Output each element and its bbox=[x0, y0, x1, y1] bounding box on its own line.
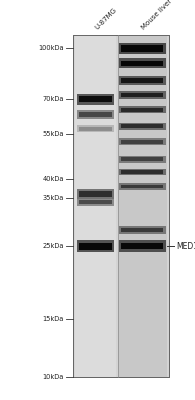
Text: 100kDa: 100kDa bbox=[38, 46, 64, 52]
Bar bbox=[79, 127, 113, 130]
Text: 25kDa: 25kDa bbox=[42, 243, 64, 249]
Text: U-87MG: U-87MG bbox=[94, 7, 118, 31]
Bar bbox=[121, 185, 163, 188]
Bar bbox=[119, 138, 166, 145]
Text: 35kDa: 35kDa bbox=[43, 195, 64, 201]
Bar bbox=[118, 35, 167, 377]
Bar bbox=[121, 170, 163, 174]
Bar bbox=[119, 122, 166, 130]
Text: MED19: MED19 bbox=[176, 242, 195, 250]
Bar bbox=[77, 189, 114, 199]
Bar bbox=[121, 45, 163, 52]
Bar bbox=[119, 156, 166, 163]
Text: Mouse liver: Mouse liver bbox=[141, 0, 173, 31]
Bar bbox=[119, 76, 166, 84]
Bar bbox=[121, 243, 163, 249]
Bar bbox=[119, 240, 166, 252]
Bar bbox=[119, 91, 166, 99]
Bar bbox=[77, 199, 114, 206]
Bar bbox=[73, 35, 169, 377]
Bar bbox=[121, 157, 163, 161]
Bar bbox=[119, 226, 166, 234]
Bar bbox=[121, 140, 163, 144]
Bar bbox=[79, 96, 113, 102]
Bar bbox=[77, 240, 114, 252]
Bar bbox=[119, 106, 166, 114]
Bar bbox=[121, 78, 163, 83]
Bar bbox=[119, 169, 166, 175]
Bar bbox=[79, 191, 113, 197]
Text: 15kDa: 15kDa bbox=[43, 316, 64, 322]
Bar bbox=[79, 112, 113, 117]
Bar bbox=[119, 58, 166, 68]
Bar bbox=[121, 93, 163, 98]
Text: 55kDa: 55kDa bbox=[42, 131, 64, 137]
Bar bbox=[121, 61, 163, 66]
Bar bbox=[119, 183, 166, 190]
Bar bbox=[121, 108, 163, 112]
Bar bbox=[77, 125, 114, 132]
Bar bbox=[119, 43, 166, 54]
Bar bbox=[77, 94, 114, 105]
Bar bbox=[79, 242, 113, 250]
Bar bbox=[121, 228, 163, 232]
Text: 10kDa: 10kDa bbox=[43, 374, 64, 380]
Bar bbox=[79, 200, 113, 204]
Bar bbox=[73, 35, 169, 377]
Text: 40kDa: 40kDa bbox=[42, 176, 64, 182]
Bar bbox=[75, 35, 116, 377]
Bar bbox=[121, 124, 163, 128]
Bar bbox=[77, 110, 114, 118]
Text: 70kDa: 70kDa bbox=[42, 96, 64, 102]
